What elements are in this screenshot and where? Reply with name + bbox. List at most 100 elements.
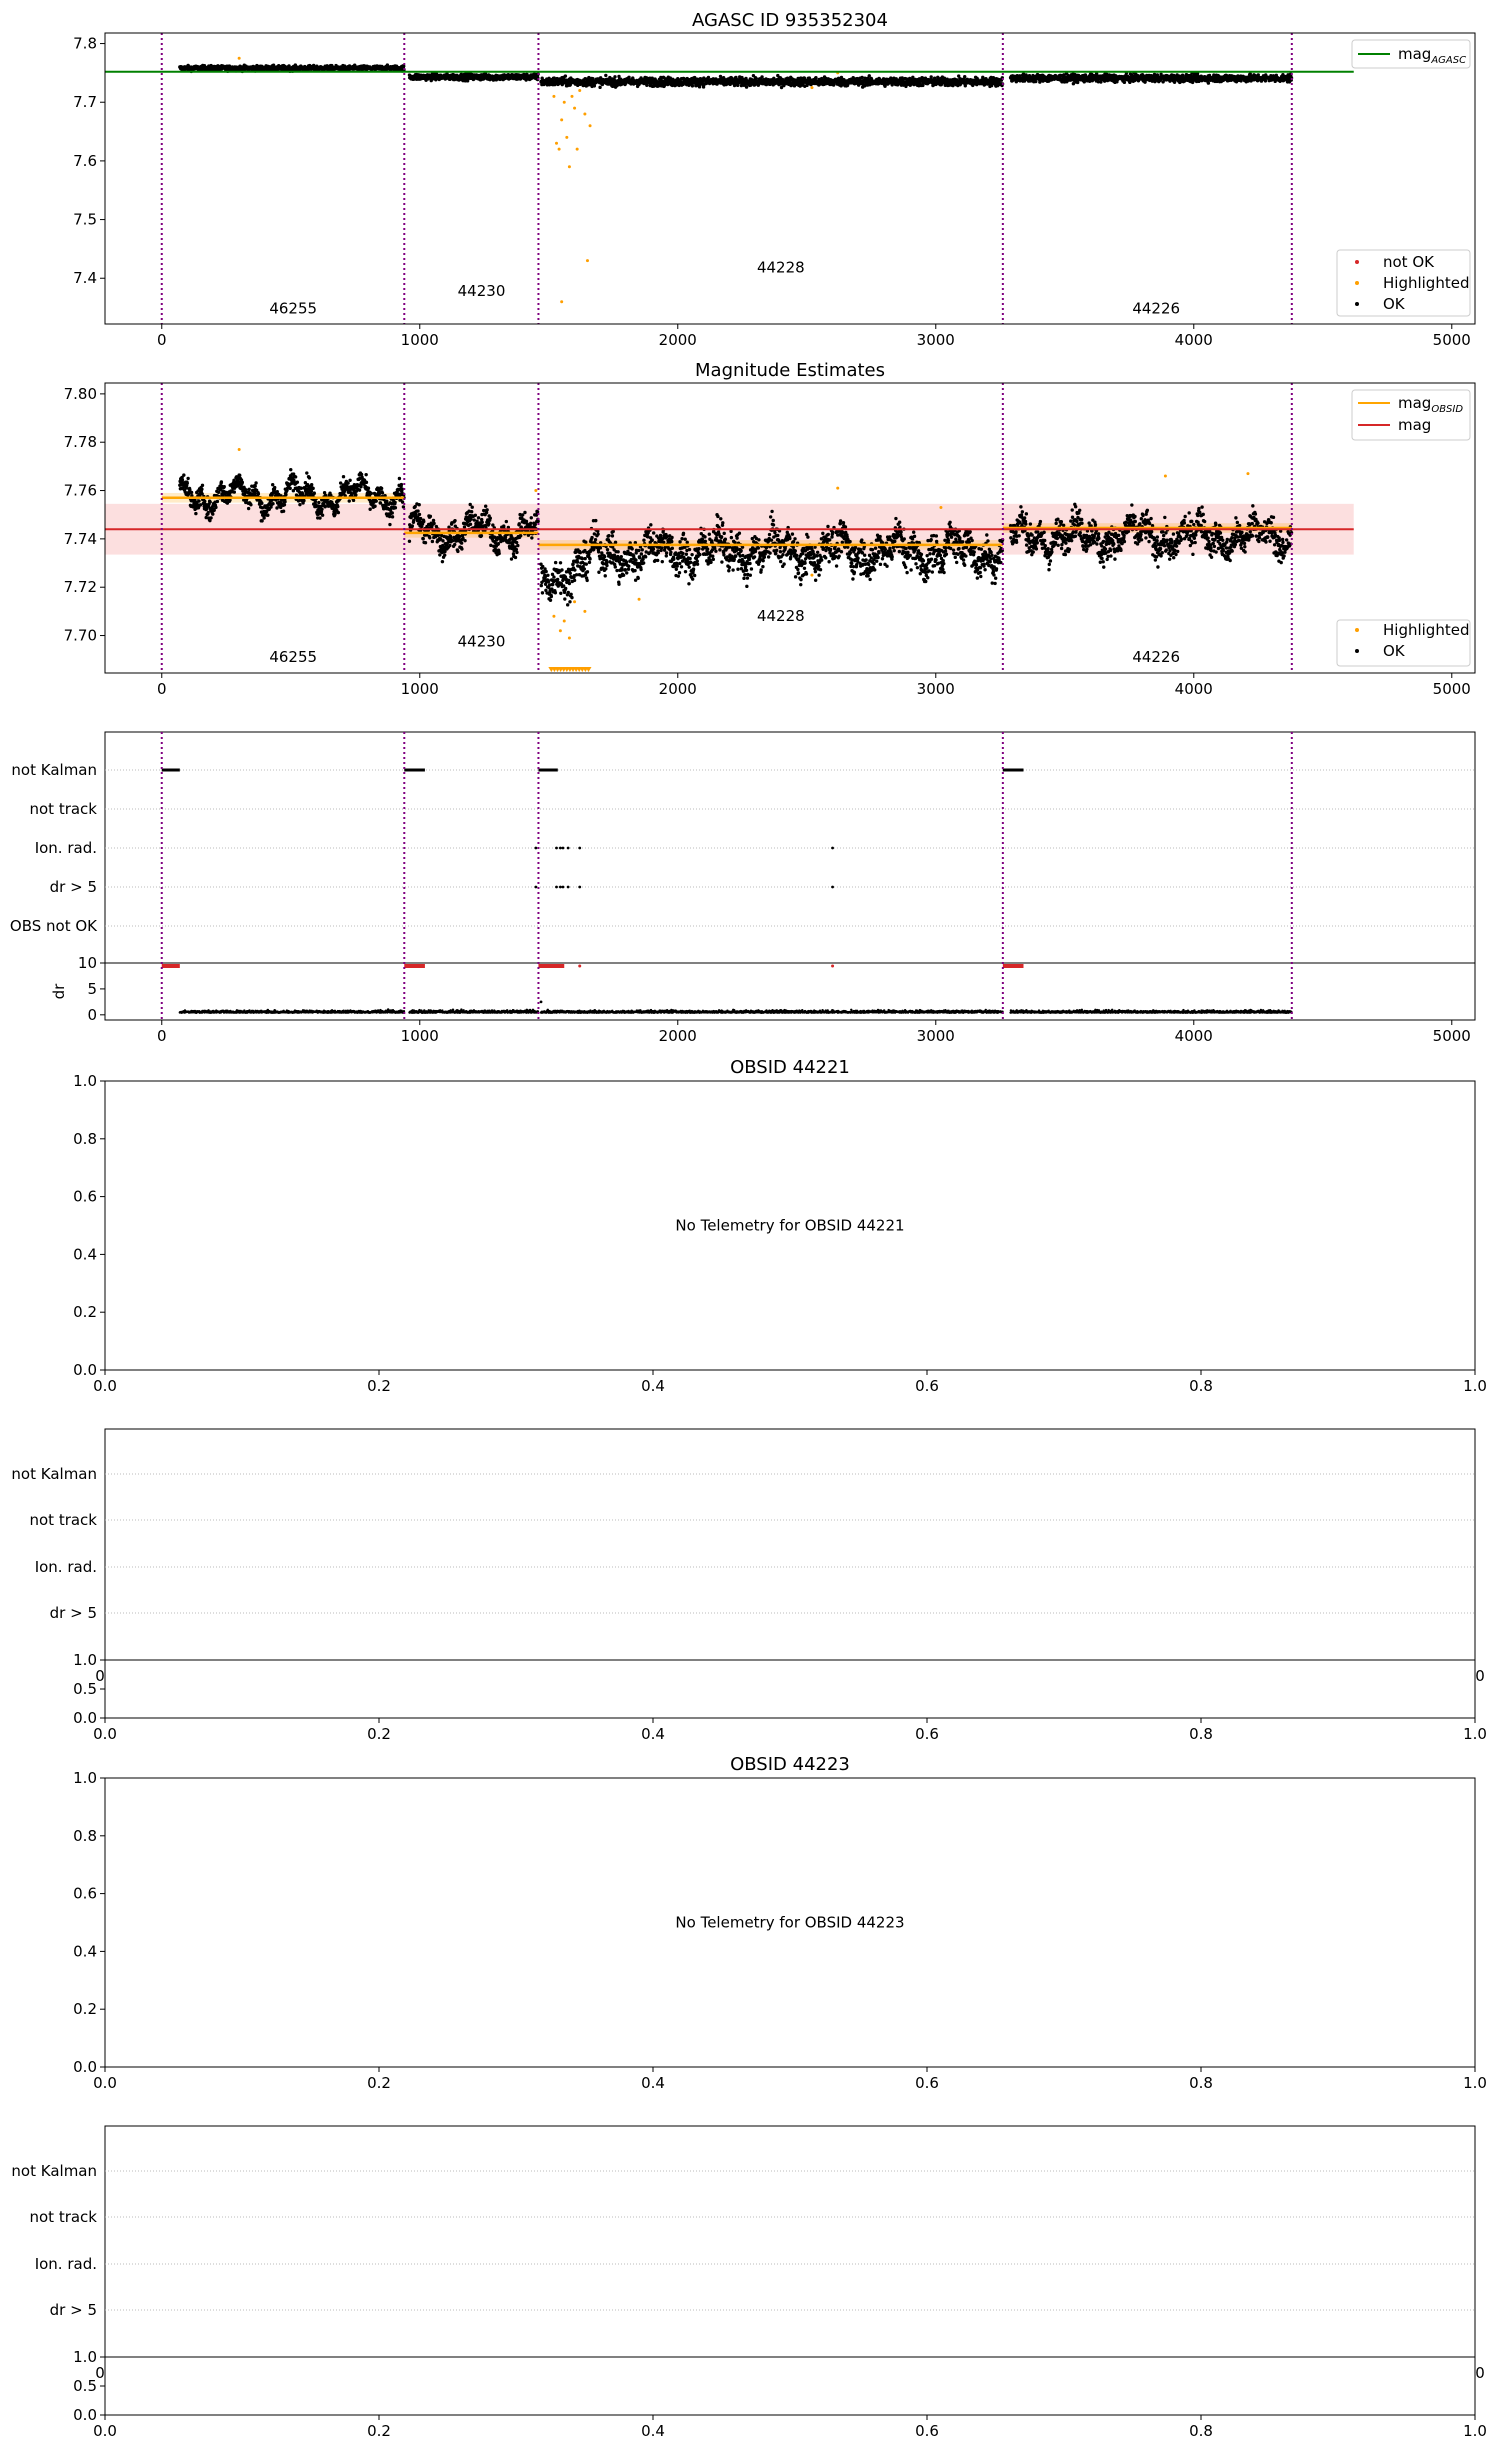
ok-point [463,538,467,543]
ok-point [298,502,302,507]
panel1-title: AGASC ID 935352304 [692,10,888,31]
ok-point [208,500,212,504]
ok-point [275,506,279,510]
ok-point [416,509,420,513]
ok-point [397,476,402,481]
ok-point [479,534,484,538]
ok-point [393,506,398,510]
ok-point [418,516,423,521]
y-tick-label: 7.7 [73,93,97,111]
ok-point [284,493,288,497]
obsid-label: 44228 [757,258,805,276]
y-tick-label: 7.4 [73,269,97,287]
ok-point [483,504,488,508]
ok-point [311,486,315,491]
ok-point [312,491,316,495]
ok-point [488,516,492,520]
ok-point [697,85,702,89]
legend-label: not OK [1383,253,1435,271]
ok-point [832,83,836,87]
ok-point [417,503,421,507]
ok-point [282,503,287,507]
ok-point [209,516,213,520]
ok-point [380,491,385,495]
ok-point [744,85,749,89]
ok-point [497,551,501,556]
ok-point [443,553,447,557]
ok-point [240,480,245,484]
ok-point [281,509,286,513]
ok-point [238,473,242,478]
ok-point [1263,79,1268,83]
ok-point [598,85,602,90]
ok-point [320,507,324,511]
ok-point [645,83,649,88]
legend-marker [1355,260,1359,264]
ok-point [364,480,369,485]
legend-marker [1355,281,1359,285]
highlighted-point [237,56,241,60]
ok-point [373,504,377,508]
highlighted-point [578,88,582,92]
ok-point [369,491,374,496]
ok-point [407,539,412,543]
x-tick-label: 1000 [401,331,439,349]
highlighted-point [810,86,814,90]
ok-point [469,509,474,514]
ok-point [417,512,422,517]
ok-point [262,516,266,520]
ok-point [428,514,433,519]
ok-point [421,537,425,541]
highlighted-point [583,112,587,116]
ok-point [423,540,428,545]
highlighted-point [560,300,564,304]
y-tick-label: 7.5 [73,211,97,229]
ok-point [260,501,264,505]
ok-point [402,64,406,68]
ok-point [929,75,933,79]
ok-point [410,524,415,528]
ok-point [462,525,467,529]
panel2-title: Magnitude Estimates [695,360,885,381]
ok-point [473,513,478,518]
obsid-label: 44230 [458,282,506,300]
ok-point [200,483,205,488]
ok-point [448,543,452,548]
ok-point [357,488,362,492]
ok-point [194,511,198,516]
x-tick-label: 2000 [659,331,697,349]
ok-point [341,474,346,479]
ok-point [453,518,457,523]
ok-point [459,541,464,545]
ok-point [211,512,215,516]
ok-point [253,484,257,488]
ok-point [283,499,287,504]
highlighted-point [562,100,566,104]
ok-point [348,478,352,482]
ok-point [451,538,455,543]
ok-point [496,542,501,546]
x-tick-label: 0 [157,331,167,349]
ok-point [1206,81,1211,85]
ok-point [457,534,462,539]
ok-point [591,77,595,81]
ok-point [390,511,394,515]
ok-point [299,486,304,490]
ok-point [336,504,340,509]
ok-point [273,485,277,490]
x-tick-label: 5000 [1433,331,1471,349]
x-tick-label: 3000 [917,331,955,349]
highlighted-point [588,124,592,128]
ok-point [354,493,358,497]
ok-point [441,539,445,543]
ok-point [271,502,275,506]
ok-point [453,542,457,547]
ok-point [247,487,251,492]
ok-point [690,84,695,88]
legend-marker [1355,302,1359,306]
ok-point [351,498,356,503]
ok-point [814,76,818,80]
ok-point [359,472,364,477]
ok-point [1034,79,1038,84]
